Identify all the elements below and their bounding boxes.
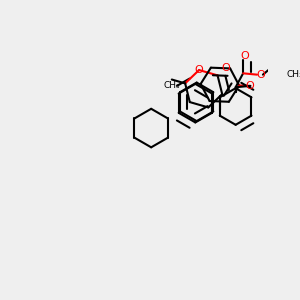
Text: O: O bbox=[240, 52, 249, 61]
Text: O: O bbox=[222, 63, 231, 73]
Text: CH₃: CH₃ bbox=[164, 81, 180, 90]
Text: O: O bbox=[245, 81, 254, 91]
Text: O: O bbox=[256, 70, 265, 80]
Text: CH₃: CH₃ bbox=[287, 70, 300, 79]
Text: O: O bbox=[195, 65, 203, 75]
